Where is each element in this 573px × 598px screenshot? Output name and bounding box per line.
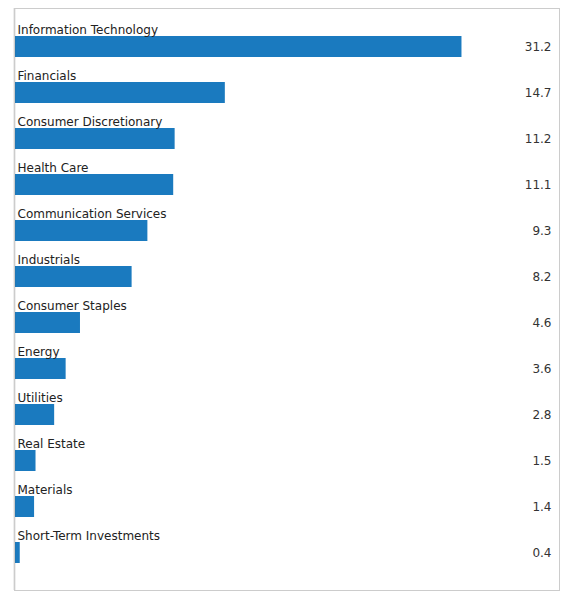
svg-text:4.6: 4.6 [532, 316, 551, 330]
svg-text:Real Estate: Real Estate [18, 437, 86, 451]
svg-text:31.2: 31.2 [525, 40, 552, 54]
svg-text:1.4: 1.4 [532, 500, 551, 514]
svg-text:Communication Services: Communication Services [18, 207, 167, 221]
svg-text:8.2: 8.2 [532, 270, 551, 284]
svg-text:2.8: 2.8 [532, 408, 551, 422]
svg-text:Utilities: Utilities [18, 391, 63, 405]
svg-text:Short-Term Investments: Short-Term Investments [18, 529, 161, 543]
svg-text:Industrials: Industrials [18, 253, 81, 267]
svg-text:11.1: 11.1 [525, 178, 552, 192]
svg-text:Financials: Financials [18, 69, 77, 83]
svg-text:0.4: 0.4 [532, 546, 551, 560]
svg-text:Consumer Discretionary: Consumer Discretionary [18, 115, 163, 129]
svg-text:Consumer Staples: Consumer Staples [18, 299, 127, 313]
svg-text:9.3: 9.3 [532, 224, 551, 238]
svg-text:Information Technology: Information Technology [18, 23, 159, 37]
svg-text:14.7: 14.7 [525, 86, 552, 100]
svg-text:11.2: 11.2 [525, 132, 552, 146]
svg-text:3.6: 3.6 [532, 362, 551, 376]
svg-text:Health Care: Health Care [18, 161, 89, 175]
svg-text:1.5: 1.5 [532, 454, 551, 468]
svg-text:Energy: Energy [18, 345, 60, 359]
svg-text:Materials: Materials [18, 483, 73, 497]
